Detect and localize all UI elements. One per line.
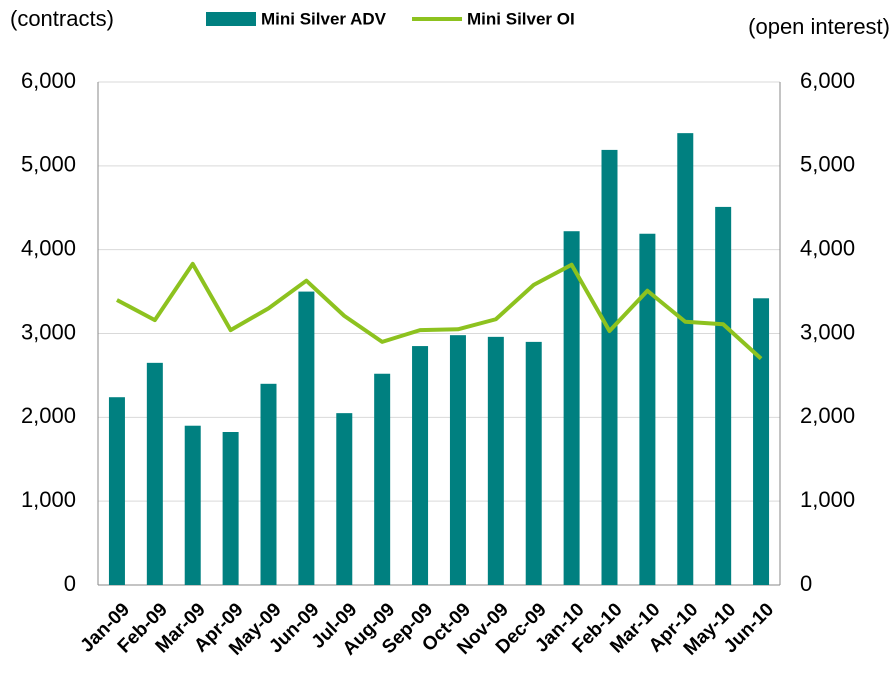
y-tick-label: 1,000 [21, 487, 76, 512]
bar [412, 346, 429, 585]
bar [677, 133, 694, 585]
y2-tick-label: 4,000 [800, 235, 855, 260]
bar [298, 291, 315, 585]
y-tick-label: 3,000 [21, 319, 76, 344]
legend-swatch [206, 12, 256, 26]
bar [487, 336, 504, 585]
y2-tick-label: 2,000 [800, 403, 855, 428]
y2-tick-label: 3,000 [800, 319, 855, 344]
bar [374, 373, 391, 585]
legend-label: Mini Silver OI [467, 9, 575, 28]
y-tick-label: 4,000 [21, 235, 76, 260]
y-axis-label: (contracts) [10, 6, 114, 31]
y-tick-label: 2,000 [21, 403, 76, 428]
line [116, 261, 763, 361]
bar [525, 341, 542, 585]
bar [639, 233, 656, 585]
y-tick-label: 5,000 [21, 152, 76, 177]
bar [260, 383, 277, 585]
bar [753, 298, 770, 585]
y2-tick-label: 6,000 [800, 68, 855, 93]
bar [563, 231, 580, 585]
y-tick-label: 6,000 [21, 68, 76, 93]
bar [336, 413, 353, 585]
bar [715, 206, 732, 585]
y-tick-label: 0 [64, 571, 76, 596]
bar [184, 425, 201, 585]
bar [449, 335, 466, 585]
y2-tick-label: 1,000 [800, 487, 855, 512]
legend-label: Mini Silver ADV [261, 9, 387, 28]
y2-tick-label: 0 [800, 571, 812, 596]
y2-axis-label: (open interest) [748, 14, 890, 39]
bar [222, 432, 239, 585]
y2-tick-label: 5,000 [800, 152, 855, 177]
bar [601, 149, 618, 585]
bar [146, 362, 163, 585]
bar [108, 397, 125, 585]
